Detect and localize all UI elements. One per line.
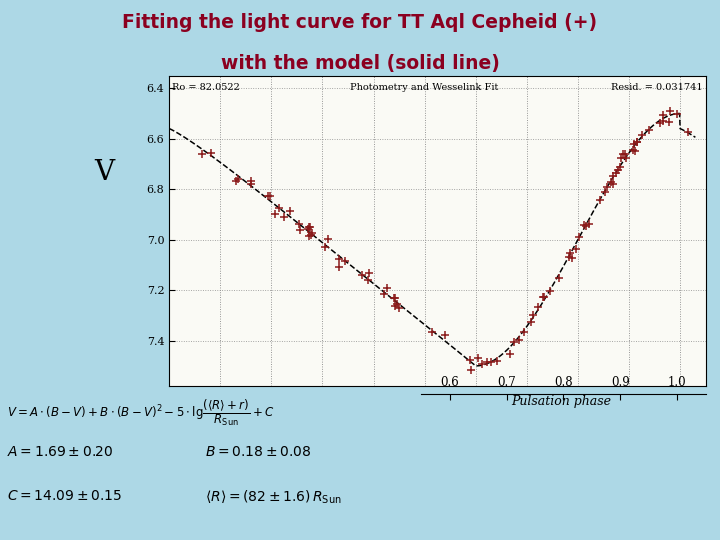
Text: Pulsation phase: Pulsation phase	[512, 395, 611, 408]
Text: Photometry and Wesselink Fit: Photometry and Wesselink Fit	[351, 83, 499, 92]
Text: Resid. = 0.031741: Resid. = 0.031741	[611, 83, 703, 92]
Text: Ro = 82.0522: Ro = 82.0522	[172, 83, 240, 92]
Text: $\langle R \rangle = (82 \pm 1.6)\,R_{\mathrm{Sun}}$: $\langle R \rangle = (82 \pm 1.6)\,R_{\m…	[205, 489, 342, 506]
Text: $C = 14.09 \pm 0.15$: $C = 14.09 \pm 0.15$	[7, 489, 122, 503]
Text: Fitting the light curve for TT Aql Cepheid (+): Fitting the light curve for TT Aql Cephe…	[122, 14, 598, 32]
Text: with the model (solid line): with the model (solid line)	[220, 54, 500, 73]
Text: $A = 1.69 \pm 0.20$: $A = 1.69 \pm 0.20$	[7, 446, 114, 460]
Text: $V = A\cdot(B-V) + B\cdot(B-V)^2 - 5\cdot\mathrm{lg}\dfrac{(\langle R\rangle + r: $V = A\cdot(B-V) + B\cdot(B-V)^2 - 5\cdo…	[7, 397, 274, 428]
Text: V: V	[94, 159, 114, 186]
Text: $B = 0.18 \pm 0.08$: $B = 0.18 \pm 0.08$	[205, 446, 312, 460]
